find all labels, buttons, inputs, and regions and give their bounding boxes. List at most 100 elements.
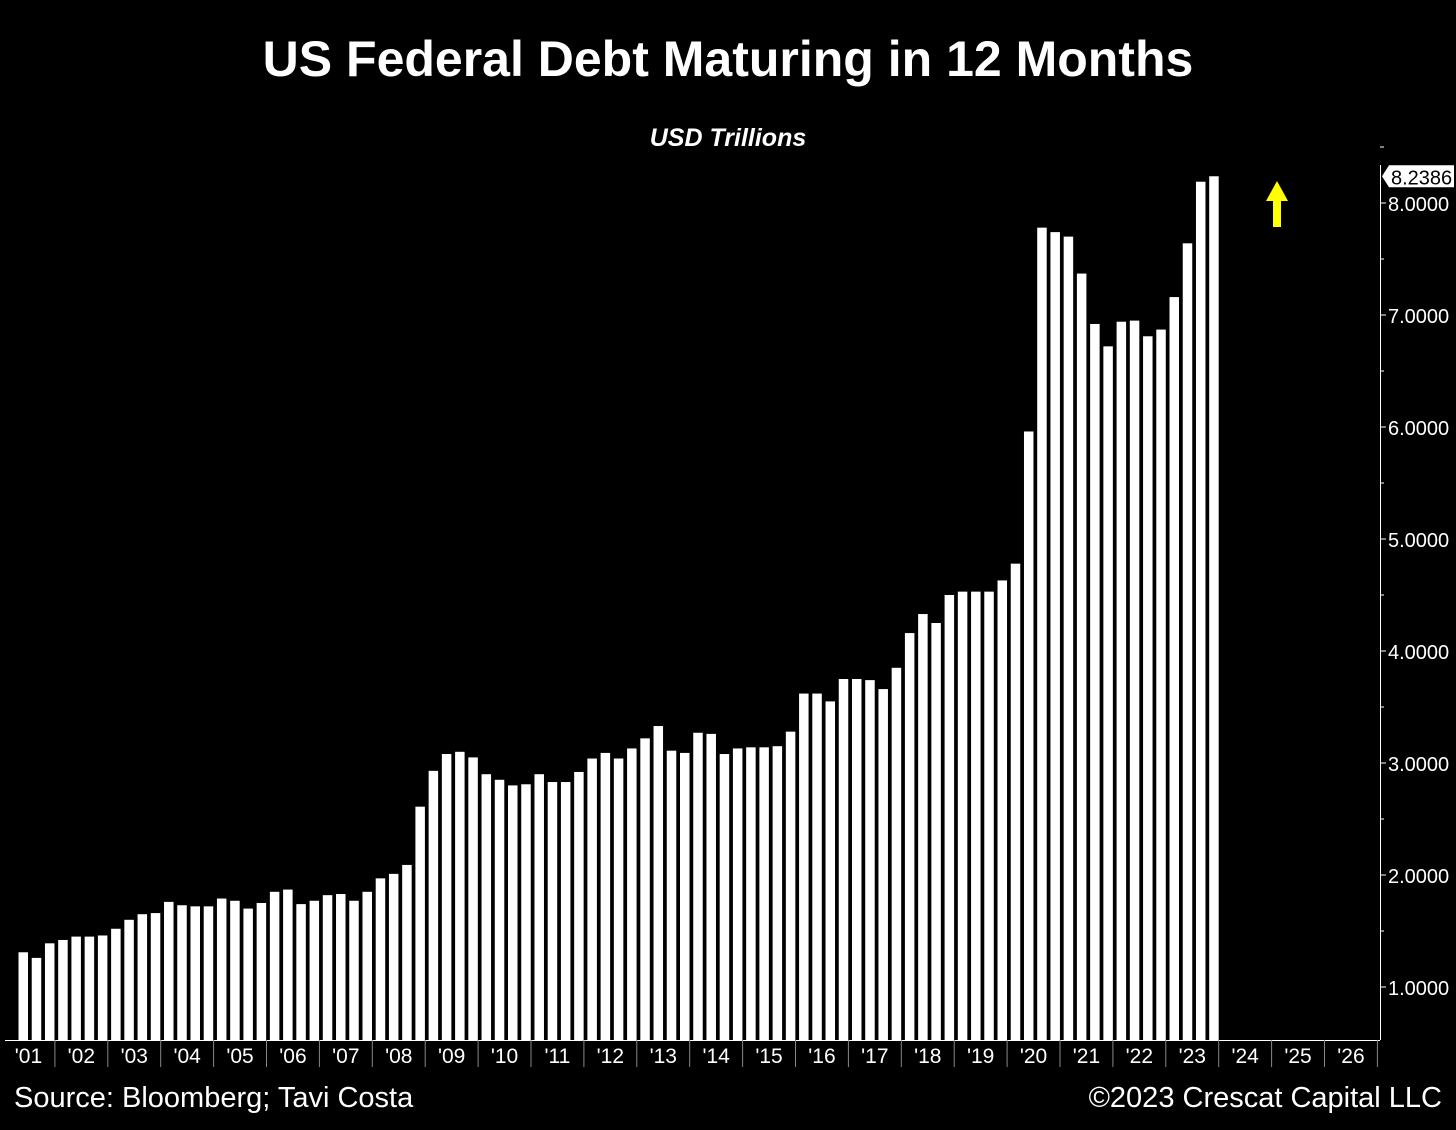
last-value-box — [1382, 165, 1454, 188]
bar — [944, 595, 955, 1040]
x-tick-label: '14 — [702, 1045, 730, 1068]
bar — [468, 757, 478, 1040]
x-tick-label: '01 — [15, 1045, 42, 1068]
bar — [1037, 227, 1047, 1040]
bar — [680, 752, 690, 1040]
bar — [746, 747, 756, 1040]
x-tick-label: '11 — [545, 1045, 571, 1068]
bar — [904, 633, 915, 1040]
bar — [124, 919, 134, 1040]
bar — [534, 774, 544, 1040]
x-tick-label: '04 — [173, 1045, 201, 1068]
x-tick-label: '09 — [438, 1045, 465, 1068]
bar — [18, 952, 28, 1040]
bar — [362, 891, 372, 1040]
bar — [613, 758, 624, 1040]
y-tick-label: 3.0000 — [1388, 754, 1449, 776]
bar — [190, 906, 200, 1040]
bar — [150, 913, 161, 1040]
y-tick-label: 6.0000 — [1388, 418, 1449, 440]
bar — [1143, 336, 1153, 1040]
x-tick-label: '21 — [1073, 1045, 1100, 1068]
x-tick-label: '22 — [1126, 1045, 1153, 1068]
bar — [1076, 273, 1087, 1040]
bar — [137, 914, 148, 1040]
bar — [640, 738, 650, 1040]
bar — [508, 785, 518, 1040]
bar — [111, 928, 121, 1040]
bar — [719, 754, 730, 1040]
x-tick-label: '02 — [68, 1045, 95, 1068]
bar — [957, 591, 968, 1040]
bar — [375, 878, 386, 1040]
y-tick-label: 8.0000 — [1388, 194, 1449, 216]
bar — [865, 680, 875, 1040]
bar — [931, 623, 941, 1040]
bar — [1103, 346, 1113, 1040]
bar — [693, 732, 703, 1040]
bar — [666, 750, 677, 1040]
bar — [825, 701, 836, 1040]
chart-subtitle: USD Trillions — [649, 124, 807, 152]
bar — [812, 693, 822, 1040]
bar — [799, 693, 809, 1040]
y-tick-label: 1.0000 — [1388, 978, 1449, 1000]
y-tick-label: 4.0000 — [1388, 642, 1449, 664]
y-tick-label: 7.0000 — [1388, 306, 1449, 328]
bar — [838, 679, 849, 1040]
bar — [600, 752, 611, 1040]
bar — [1090, 323, 1100, 1041]
x-tick-label: '24 — [1231, 1045, 1259, 1068]
x-tick-label: '10 — [491, 1045, 518, 1068]
bar — [706, 733, 716, 1040]
bar — [759, 747, 769, 1040]
x-tick-label: '23 — [1179, 1045, 1206, 1068]
bar — [1116, 321, 1127, 1041]
last-value-label: 8.2386 — [1391, 167, 1452, 189]
x-tick-label: '05 — [226, 1045, 253, 1068]
x-tick-label: '06 — [279, 1045, 306, 1068]
bar — [441, 754, 452, 1040]
bar — [1010, 563, 1021, 1040]
bar — [177, 905, 187, 1040]
bar — [547, 782, 558, 1040]
bar — [31, 957, 42, 1040]
x-tick-label: '08 — [385, 1045, 412, 1068]
up-arrow-icon — [1266, 181, 1288, 227]
source-note: Source: Bloomberg; Tavi Costa — [14, 1082, 414, 1114]
bar — [1182, 243, 1193, 1040]
bar — [71, 936, 81, 1040]
bar — [984, 591, 994, 1040]
bar — [283, 889, 293, 1040]
bar — [851, 679, 862, 1040]
bar — [918, 614, 928, 1040]
bar — [1063, 236, 1074, 1041]
bar — [574, 771, 584, 1040]
bar — [44, 943, 55, 1040]
bar — [203, 906, 214, 1040]
bar — [84, 936, 95, 1040]
bar — [1156, 329, 1166, 1040]
bar — [428, 770, 439, 1040]
x-tick-label: '18 — [914, 1045, 941, 1068]
bar — [560, 782, 571, 1040]
bar — [732, 748, 743, 1040]
copyright-note: ©2023 Crescat Capital LLC — [1088, 1082, 1442, 1114]
y-tick-label: 2.0000 — [1388, 866, 1449, 888]
bar — [269, 891, 280, 1040]
bar — [785, 731, 796, 1040]
y-tick-label: 5.0000 — [1388, 530, 1449, 552]
bar — [653, 726, 664, 1040]
bar — [878, 689, 888, 1040]
x-tick-label: '13 — [650, 1045, 677, 1068]
x-tick-label: '07 — [332, 1045, 359, 1068]
bar — [296, 904, 306, 1040]
bar — [415, 806, 425, 1040]
chart-title: US Federal Debt Maturing in 12 Months — [262, 31, 1194, 87]
bar — [521, 784, 531, 1040]
bar — [97, 935, 108, 1040]
bar — [349, 900, 359, 1040]
x-tick-label: '20 — [1020, 1045, 1047, 1068]
x-tick-label: '25 — [1284, 1045, 1311, 1068]
bar — [58, 939, 68, 1040]
